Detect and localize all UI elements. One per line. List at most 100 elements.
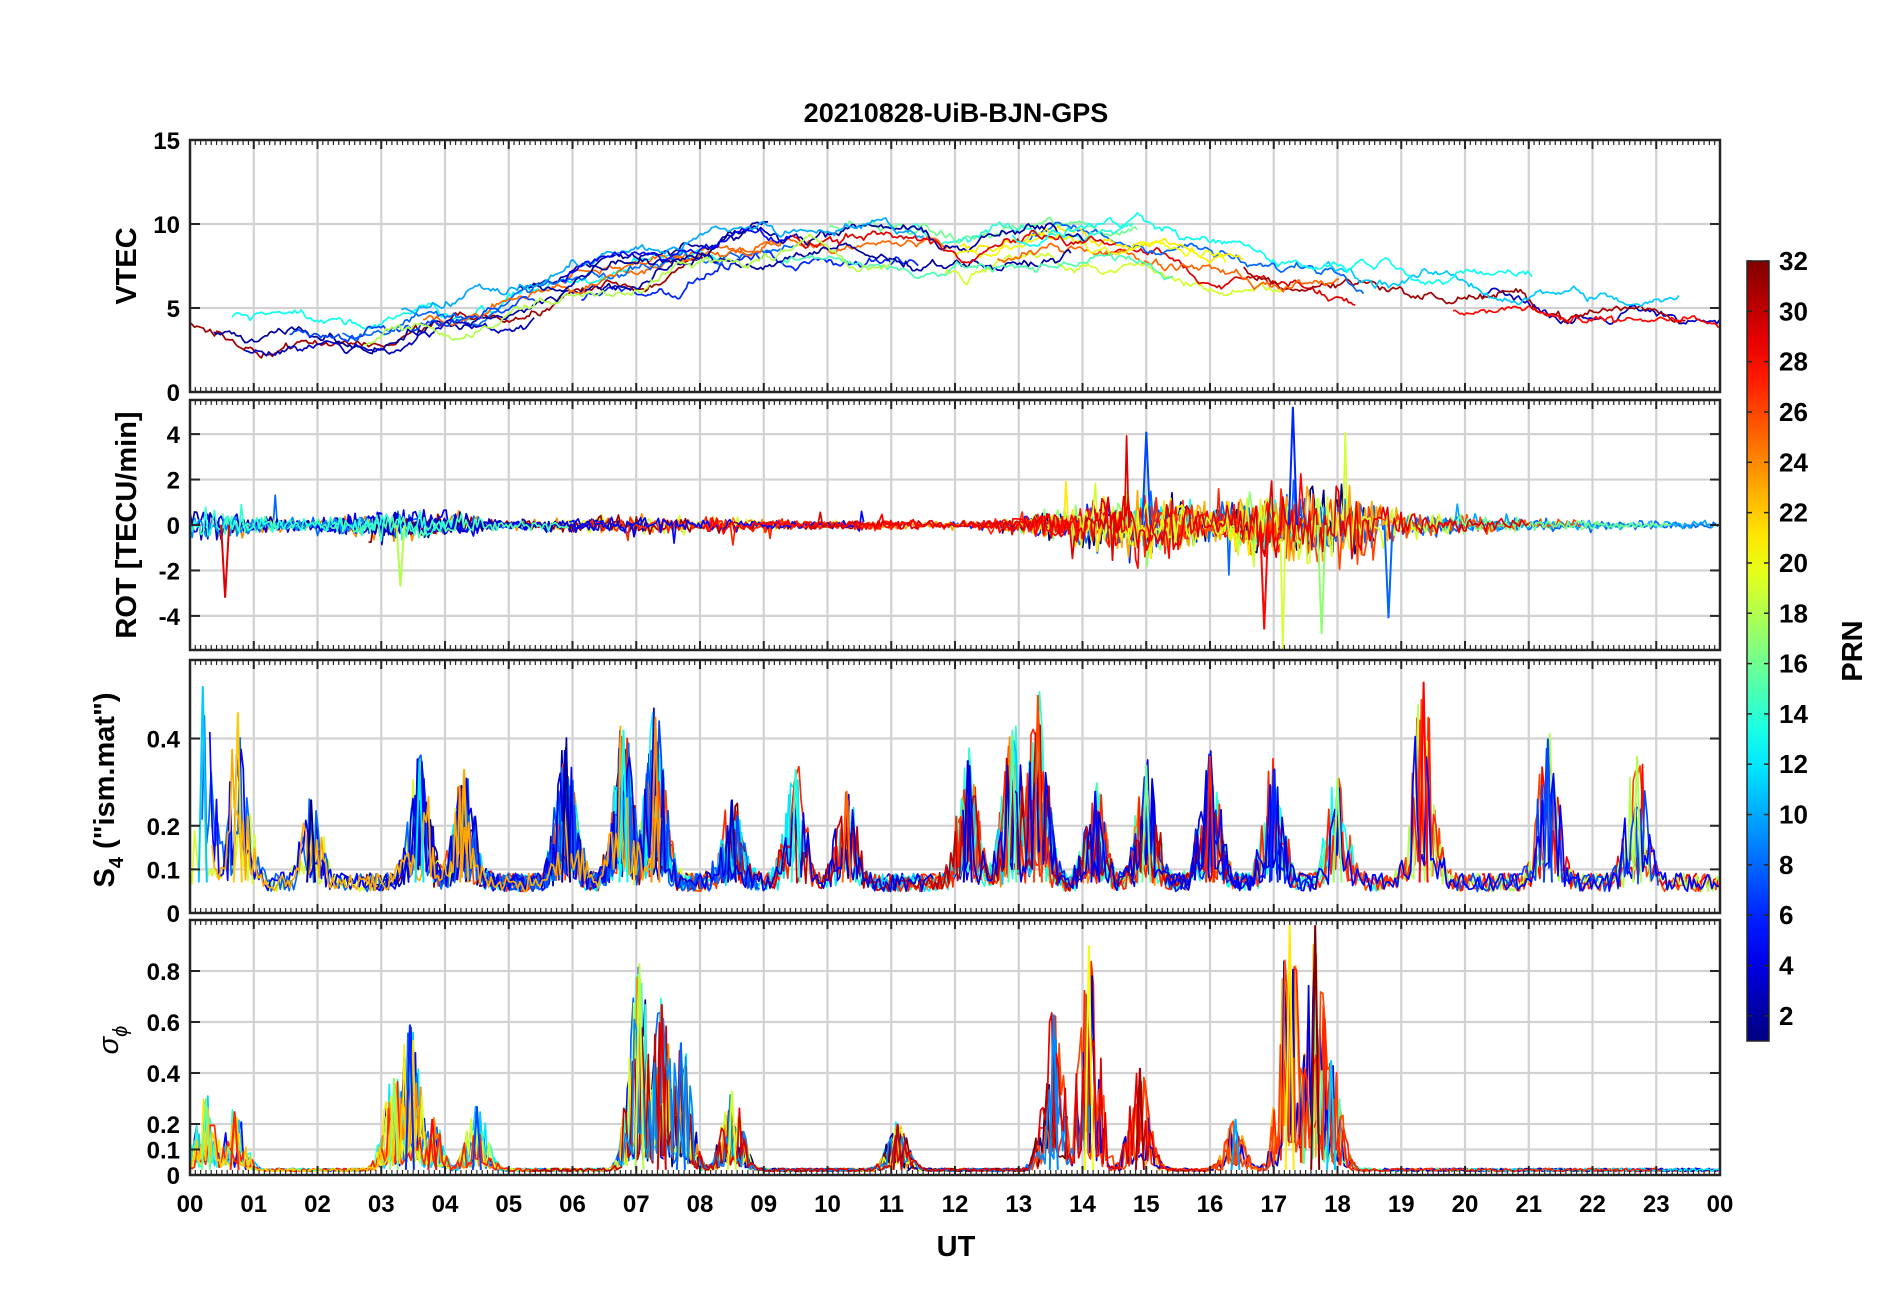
y-tick-label: 0.2 <box>147 814 180 841</box>
series-peak <box>841 790 852 883</box>
series-peak <box>1141 764 1152 883</box>
series-peak <box>1632 755 1643 883</box>
series-peak <box>404 1024 415 1170</box>
x-tick-label: 12 <box>942 1191 969 1218</box>
series-peak <box>1032 694 1043 883</box>
series-peak <box>1310 925 1321 1170</box>
panel-sigma-phi-ylabel: σϕ <box>93 1026 132 1055</box>
series-line-prn <box>997 242 1340 293</box>
x-tick-label: 14 <box>1069 1191 1096 1218</box>
colorbar-tick-label: 2 <box>1779 1001 1793 1031</box>
y-tick-label: 15 <box>153 128 180 155</box>
series-peak <box>1134 1067 1145 1170</box>
y-tick-label: 0.1 <box>147 857 180 884</box>
panel-sigma-phi-ylabel-symbol: σ <box>93 1035 125 1054</box>
y-tick-label: 0.2 <box>147 1112 180 1139</box>
y-tick-label: 10 <box>153 212 180 239</box>
panel-sigma-phi-ticks <box>189 920 1721 1176</box>
series-peak <box>459 769 470 883</box>
panel-sigma-phi-ylabel-subscript: ϕ <box>110 1026 132 1037</box>
colorbar-tick-label: 26 <box>1779 397 1808 427</box>
panel-sigma-phi-grid <box>190 920 1720 1175</box>
series-line-prn <box>243 317 535 357</box>
chart-title: 20210828-UiB-BJN-GPS <box>804 98 1109 128</box>
series-peak <box>1383 524 1394 619</box>
series-peak <box>200 1098 211 1170</box>
panel-vtec-ytick-labels: 0 5 10 15 <box>153 128 180 407</box>
series-line-prn <box>1177 953 1384 1173</box>
series-line-prn <box>342 244 798 342</box>
x-tick-label: 10 <box>814 1191 841 1218</box>
y-tick-label: -2 <box>159 558 180 585</box>
colorbar-tick-label: 20 <box>1779 548 1808 578</box>
series-line-prn <box>1452 305 1720 329</box>
series-peak <box>790 769 801 883</box>
x-tick-label: 06 <box>559 1191 586 1218</box>
series-line-prn <box>1455 516 1671 532</box>
series-peak <box>1316 524 1327 635</box>
colorbar-tick-label: 28 <box>1779 347 1808 377</box>
x-tick-label: 17 <box>1260 1191 1287 1218</box>
x-tick-label: 20 <box>1452 1191 1479 1218</box>
y-tick-label: -4 <box>159 604 181 631</box>
panel-vtec: 0 5 10 15 VTEC <box>111 128 1722 407</box>
x-tick-label: 08 <box>687 1191 714 1218</box>
series-peak <box>650 716 661 883</box>
series-line-prn <box>211 725 662 893</box>
x-tick-label: 18 <box>1324 1191 1351 1218</box>
x-tick-label: 01 <box>240 1191 267 1218</box>
x-tick-labels: 00 01 02 03 04 05 06 07 08 09 10 11 12 13 14 15 16 17 18 19… <box>177 1191 1734 1218</box>
series-peak <box>561 747 572 883</box>
y-tick-label: 2 <box>167 468 180 495</box>
y-tick-label: 0 <box>167 380 180 407</box>
series-peak <box>389 1078 399 1170</box>
series-peak <box>1284 925 1295 1170</box>
x-tick-label: 11 <box>879 1191 904 1218</box>
series-peak <box>675 1042 686 1170</box>
panel-vtec-traces <box>189 212 1720 359</box>
colorbar-tick-label: 32 <box>1779 246 1808 276</box>
series-line-prn <box>189 510 649 546</box>
y-tick-label: 4 <box>167 422 181 449</box>
panel-sigma-phi: 00.10.2 0.4 0.6 0.8 σϕ <box>93 918 1722 1190</box>
colorbar-tick-label: 22 <box>1779 498 1808 528</box>
y-tick-label: 0 <box>167 901 180 928</box>
x-tick-label: 21 <box>1515 1191 1542 1218</box>
series-peak <box>656 1004 667 1170</box>
panel-rot-ylabel: ROT [TECU/min] <box>111 411 143 638</box>
x-tick-label: 02 <box>304 1191 331 1218</box>
series-peak <box>726 1090 737 1170</box>
series-line-prn <box>1077 431 1453 649</box>
series-line-prn <box>231 248 726 330</box>
x-tick-label: 23 <box>1643 1191 1670 1218</box>
colorbar-tick-label: 6 <box>1779 900 1793 930</box>
series-peak <box>1542 738 1553 883</box>
panel-rot: -4 -2 0 2 4 ROT [TECU/min] <box>111 398 1722 652</box>
series-peak <box>1083 945 1094 1170</box>
colorbar-tick-label: 4 <box>1779 951 1794 981</box>
panel-s4-ylabel-symbol: S <box>89 868 121 887</box>
x-tick-label: 05 <box>495 1191 522 1218</box>
x-tick-label: 03 <box>368 1191 395 1218</box>
colorbar-tick-label: 12 <box>1779 749 1808 779</box>
x-tick-label: 16 <box>1197 1191 1224 1218</box>
series-line-prn <box>909 221 1134 245</box>
series-line-prn <box>561 227 792 283</box>
series-line-prn <box>733 724 1231 892</box>
series-line-prn <box>1011 212 1533 286</box>
y-tick-label: 0.4 <box>147 1061 181 1088</box>
series-line-prn <box>631 242 1072 291</box>
series-peak <box>229 1111 240 1170</box>
panel-s4-traces <box>189 681 1721 893</box>
colorbar <box>1746 260 1770 1042</box>
series-peak <box>197 686 208 883</box>
series-line-prn <box>791 229 1117 264</box>
series-peak <box>1048 1014 1059 1170</box>
series-line-prn <box>952 233 1227 263</box>
y-tick-label: 0.1 <box>147 1138 180 1165</box>
colorbar-tick-label: 16 <box>1779 649 1808 679</box>
x-tick-label: 00 <box>1707 1191 1734 1218</box>
y-tick-label: 0 <box>167 513 180 540</box>
series-line-prn <box>189 503 455 541</box>
